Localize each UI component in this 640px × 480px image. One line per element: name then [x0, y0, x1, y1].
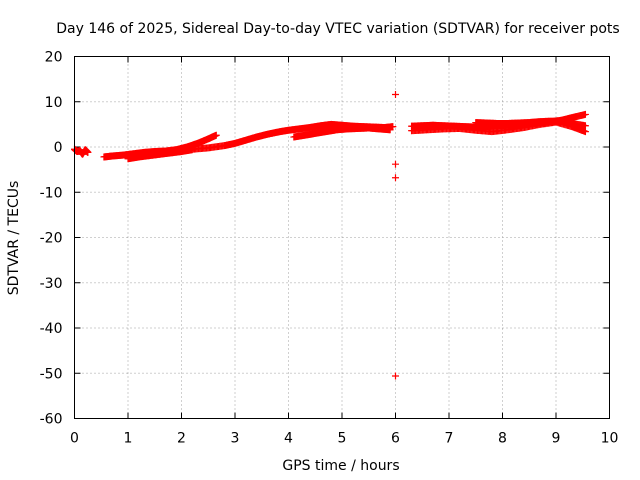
x-tick-label: 7: [445, 431, 454, 447]
series-segment-h: [472, 117, 589, 130]
data-point: [212, 131, 220, 139]
series-segment-a: [71, 145, 92, 158]
x-tick-label: 2: [177, 431, 186, 447]
x-tick-label: 6: [391, 431, 400, 447]
data-point: [84, 148, 92, 156]
x-tick-label: 0: [70, 431, 79, 447]
y-tick-label: -10: [40, 185, 63, 201]
series-outliers: [392, 91, 399, 380]
y-tick-label: 0: [54, 140, 63, 156]
series-segment-e: [290, 124, 394, 141]
x-tick-label: 3: [231, 431, 240, 447]
plot-frame: [74, 56, 610, 419]
data-layer: [71, 91, 589, 380]
x-axis-label: GPS time / hours: [282, 458, 399, 474]
x-tick-label: 5: [338, 431, 347, 447]
data-point: [392, 91, 399, 99]
x-tick-label: 8: [498, 431, 507, 447]
grid-layer: [74, 56, 610, 419]
x-tick-label: 10: [601, 431, 619, 447]
data-point: [392, 372, 399, 380]
y-tick-label: -50: [40, 366, 63, 382]
data-point: [581, 122, 589, 130]
data-point: [392, 174, 399, 182]
x-tick-label: 9: [552, 431, 561, 447]
tick-layer: 0 1 2 3 4 5 6 7 8 9 10 20 10 0 -10 -20 -30 -40 -50 -60: [40, 50, 619, 447]
chart-title: Day 146 of 2025, Sidereal Day-to-day VTE…: [56, 21, 619, 37]
y-tick-label: -30: [40, 276, 63, 292]
y-tick-label: -20: [40, 231, 63, 247]
data-point: [386, 126, 394, 134]
y-tick-label: 10: [45, 95, 63, 111]
data-point: [392, 160, 399, 168]
x-tick-label: 4: [284, 431, 293, 447]
y-tick-label: 20: [45, 50, 63, 66]
x-tick-label: 1: [124, 431, 133, 447]
y-tick-label: -40: [40, 321, 63, 337]
data-point: [581, 128, 589, 136]
y-axis-label: SDTVAR / TECUs: [6, 181, 22, 296]
data-point: [581, 110, 589, 118]
y-tick-label: -60: [40, 412, 63, 428]
